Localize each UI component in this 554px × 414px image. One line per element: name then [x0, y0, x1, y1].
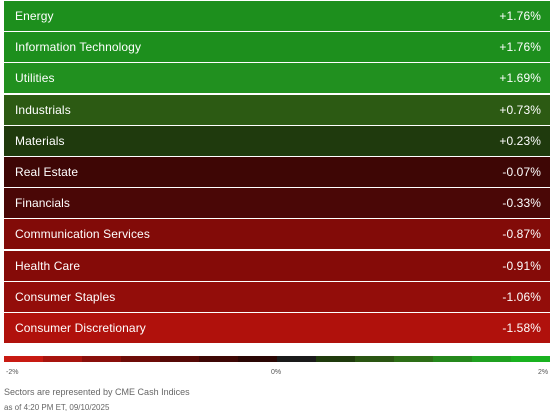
legend-segment	[355, 356, 394, 362]
sector-name: Communication Services	[15, 227, 150, 242]
sector-change-value: +0.73%	[499, 102, 541, 117]
sector-row[interactable]: Health Care -0.91%	[4, 250, 550, 281]
source-footnote: Sectors are represented by CME Cash Indi…	[4, 387, 190, 397]
legend-segment	[199, 356, 238, 362]
color-scale-legend	[4, 356, 550, 362]
sector-change-value: +0.23%	[499, 133, 541, 148]
legend-segment	[160, 356, 199, 362]
sector-change-value: -0.33%	[502, 196, 541, 211]
sector-change-value: -0.87%	[502, 227, 541, 242]
legend-segment	[316, 356, 355, 362]
sector-name: Consumer Staples	[15, 289, 116, 304]
legend-segment	[43, 356, 82, 362]
legend-segment	[4, 356, 43, 362]
legend-segment	[394, 356, 433, 362]
legend-min-label: -2%	[6, 369, 19, 376]
sector-name: Energy	[15, 9, 54, 23]
legend-segment	[277, 356, 316, 362]
sector-row[interactable]: Information Technology +1.76%	[4, 32, 550, 63]
as-of-timestamp: as of 4:20 PM ET, 09/10/2025	[4, 403, 110, 412]
sector-name: Real Estate	[15, 164, 79, 179]
sector-change-value: +1.76%	[499, 40, 541, 55]
sector-row[interactable]: Consumer Staples -1.06%	[4, 281, 550, 312]
sector-change-value: -1.58%	[502, 320, 541, 335]
sector-row[interactable]: Industrials +0.73%	[4, 94, 550, 125]
sector-name: Information Technology	[15, 40, 142, 55]
sector-change-value: -0.07%	[502, 164, 541, 179]
sector-name: Materials	[15, 133, 65, 148]
legend-segment	[511, 356, 550, 362]
sector-row[interactable]: Communication Services -0.87%	[4, 219, 550, 250]
sector-row[interactable]: Financials -0.33%	[4, 188, 550, 219]
sector-change-value: +1.69%	[499, 71, 541, 86]
legend-mid-label: 0%	[271, 369, 282, 376]
legend-max-label: 2%	[538, 369, 549, 376]
sector-change-value: +1.76%	[499, 9, 541, 23]
sector-row[interactable]: Real Estate -0.07%	[4, 156, 550, 187]
legend-segment	[82, 356, 121, 362]
sector-change-value: -1.06%	[502, 289, 541, 304]
legend-segment	[238, 356, 277, 362]
legend-segment	[433, 356, 472, 362]
sector-row[interactable]: Consumer Discretionary -1.58%	[4, 312, 550, 343]
sector-list: Energy +1.76% Information Technology +1.76%…	[4, 1, 550, 344]
legend-segment	[121, 356, 160, 362]
sector-name: Industrials	[15, 102, 71, 117]
sector-name: Utilities	[15, 71, 55, 86]
sector-name: Health Care	[15, 258, 81, 273]
sector-change-value: -0.91%	[502, 258, 541, 273]
sector-row[interactable]: Utilities +1.69%	[4, 63, 550, 94]
legend-segment	[472, 356, 511, 362]
sector-name: Consumer Discretionary	[15, 320, 146, 335]
sector-row[interactable]: Materials +0.23%	[4, 125, 550, 156]
sector-row[interactable]: Energy +1.76%	[4, 1, 550, 31]
sector-name: Financials	[15, 196, 71, 211]
